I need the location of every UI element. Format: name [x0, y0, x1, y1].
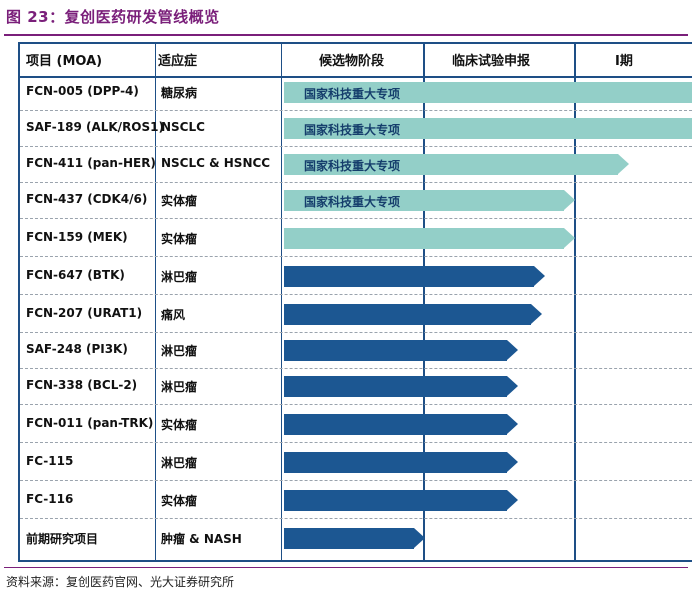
drug-name: FC-115: [26, 454, 74, 468]
indication: NSCLC: [161, 120, 205, 134]
stage-progress-bar: [284, 228, 575, 249]
table-header: 项目 (MOA) 适应症 候选物阶段 临床试验申报 I期: [18, 44, 692, 78]
drug-name: FCN-159 (MEK): [26, 230, 128, 244]
header-drug: 项目 (MOA): [26, 54, 103, 69]
indication: 实体瘤: [161, 194, 198, 208]
pipeline-row: FC-115 淋巴瘤: [20, 445, 692, 481]
drug-name: FCN-005 (DPP-4): [26, 84, 139, 98]
source-note: 资料来源：复创医药官网、光大证券研究所: [6, 575, 235, 589]
indication: 痛风: [161, 308, 186, 322]
drug-name: FC-116: [26, 492, 74, 506]
drug-name: FCN-437 (CDK4/6): [26, 192, 148, 206]
stage-progress-bar: [284, 340, 518, 361]
drug-name: 前期研究项目: [26, 532, 99, 546]
drug-name: FCN-647 (BTK): [26, 268, 125, 282]
column-divider-indication: [281, 44, 282, 562]
stage-progress-bar: [284, 304, 542, 325]
footer-divider: [4, 567, 688, 568]
pipeline-row: SAF-248 (PI3K) 淋巴瘤: [20, 333, 692, 369]
bar-arrowhead: [531, 304, 542, 324]
bar-arrowhead: [564, 228, 575, 248]
drug-name: FCN-338 (BCL-2): [26, 378, 138, 392]
bar-arrowhead: [507, 490, 518, 510]
header-stage-ind: 临床试验申报: [452, 54, 531, 69]
pipeline-row: FC-116 实体瘤: [20, 483, 692, 519]
pipeline-row: FCN-207 (URAT1) 痛风: [20, 297, 692, 333]
bar-arrowhead: [564, 190, 575, 210]
indication: 实体瘤: [161, 232, 198, 246]
header-stage-candidate: 候选物阶段: [319, 54, 385, 69]
drug-name: FCN-411 (pan-HER): [26, 156, 156, 170]
stage-progress-bar: [284, 490, 518, 511]
figure-title: 图 23：复创医药研发管线概览: [6, 8, 220, 26]
stage-progress-bar: 国家科技重大专项: [284, 190, 575, 211]
pipeline-row: SAF-189 (ALK/ROS1) NSCLC 国家科技重大专项: [20, 111, 692, 147]
drug-name: FCN-207 (URAT1): [26, 306, 143, 320]
title-divider: [4, 34, 688, 36]
drug-name: SAF-248 (PI3K): [26, 342, 128, 356]
indication: 淋巴瘤: [161, 344, 198, 358]
bar-arrowhead: [414, 528, 425, 548]
header-indication: 适应症: [158, 54, 198, 69]
stage-progress-bar: [284, 414, 518, 435]
pipeline-row: 前期研究项目 肿瘤 & NASH: [20, 521, 692, 557]
header-stage-phase1: I期: [615, 54, 633, 69]
bar-arrowhead: [507, 414, 518, 434]
bar-arrowhead: [618, 154, 629, 174]
pipeline-row: FCN-338 (BCL-2) 淋巴瘤: [20, 369, 692, 405]
pipeline-row: FCN-411 (pan-HER) NSCLC & HSNCC 国家科技重大专项: [20, 147, 692, 183]
indication: 肿瘤 & NASH: [161, 532, 242, 546]
column-divider-candidate: [423, 44, 425, 562]
funding-label: 国家科技重大专项: [304, 159, 401, 173]
drug-name: SAF-189 (ALK/ROS1): [26, 120, 164, 134]
indication: 实体瘤: [161, 494, 198, 508]
funding-label: 国家科技重大专项: [304, 195, 401, 209]
bar-arrowhead: [507, 452, 518, 472]
pipeline-row: FCN-437 (CDK4/6) 实体瘤 国家科技重大专项: [20, 183, 692, 219]
column-divider-ind: [574, 44, 576, 562]
stage-progress-bar: 国家科技重大专项: [284, 82, 692, 103]
pipeline-row: FCN-011 (pan-TRK) 实体瘤: [20, 407, 692, 443]
pipeline-row: FCN-159 (MEK) 实体瘤: [20, 221, 692, 257]
stage-progress-bar: [284, 452, 518, 473]
drug-name: FCN-011 (pan-TRK): [26, 416, 154, 430]
bar-arrowhead: [507, 340, 518, 360]
stage-progress-bar: [284, 528, 425, 549]
column-divider-drug: [155, 44, 156, 562]
indication: 淋巴瘤: [161, 456, 198, 470]
pipeline-table: [18, 42, 692, 562]
pipeline-row: FCN-647 (BTK) 淋巴瘤: [20, 259, 692, 295]
funding-label: 国家科技重大专项: [304, 123, 401, 137]
indication: 糖尿病: [161, 86, 198, 100]
indication: NSCLC & HSNCC: [161, 156, 271, 170]
bar-arrowhead: [507, 376, 518, 396]
stage-progress-bar: [284, 266, 545, 287]
stage-progress-bar: 国家科技重大专项: [284, 118, 692, 139]
stage-progress-bar: [284, 376, 518, 397]
indication: 实体瘤: [161, 418, 198, 432]
bar-arrowhead: [534, 266, 545, 286]
stage-progress-bar: 国家科技重大专项: [284, 154, 629, 175]
indication: 淋巴瘤: [161, 270, 198, 284]
funding-label: 国家科技重大专项: [304, 87, 401, 101]
pipeline-row: FCN-005 (DPP-4) 糖尿病 国家科技重大专项: [20, 75, 692, 111]
indication: 淋巴瘤: [161, 380, 198, 394]
